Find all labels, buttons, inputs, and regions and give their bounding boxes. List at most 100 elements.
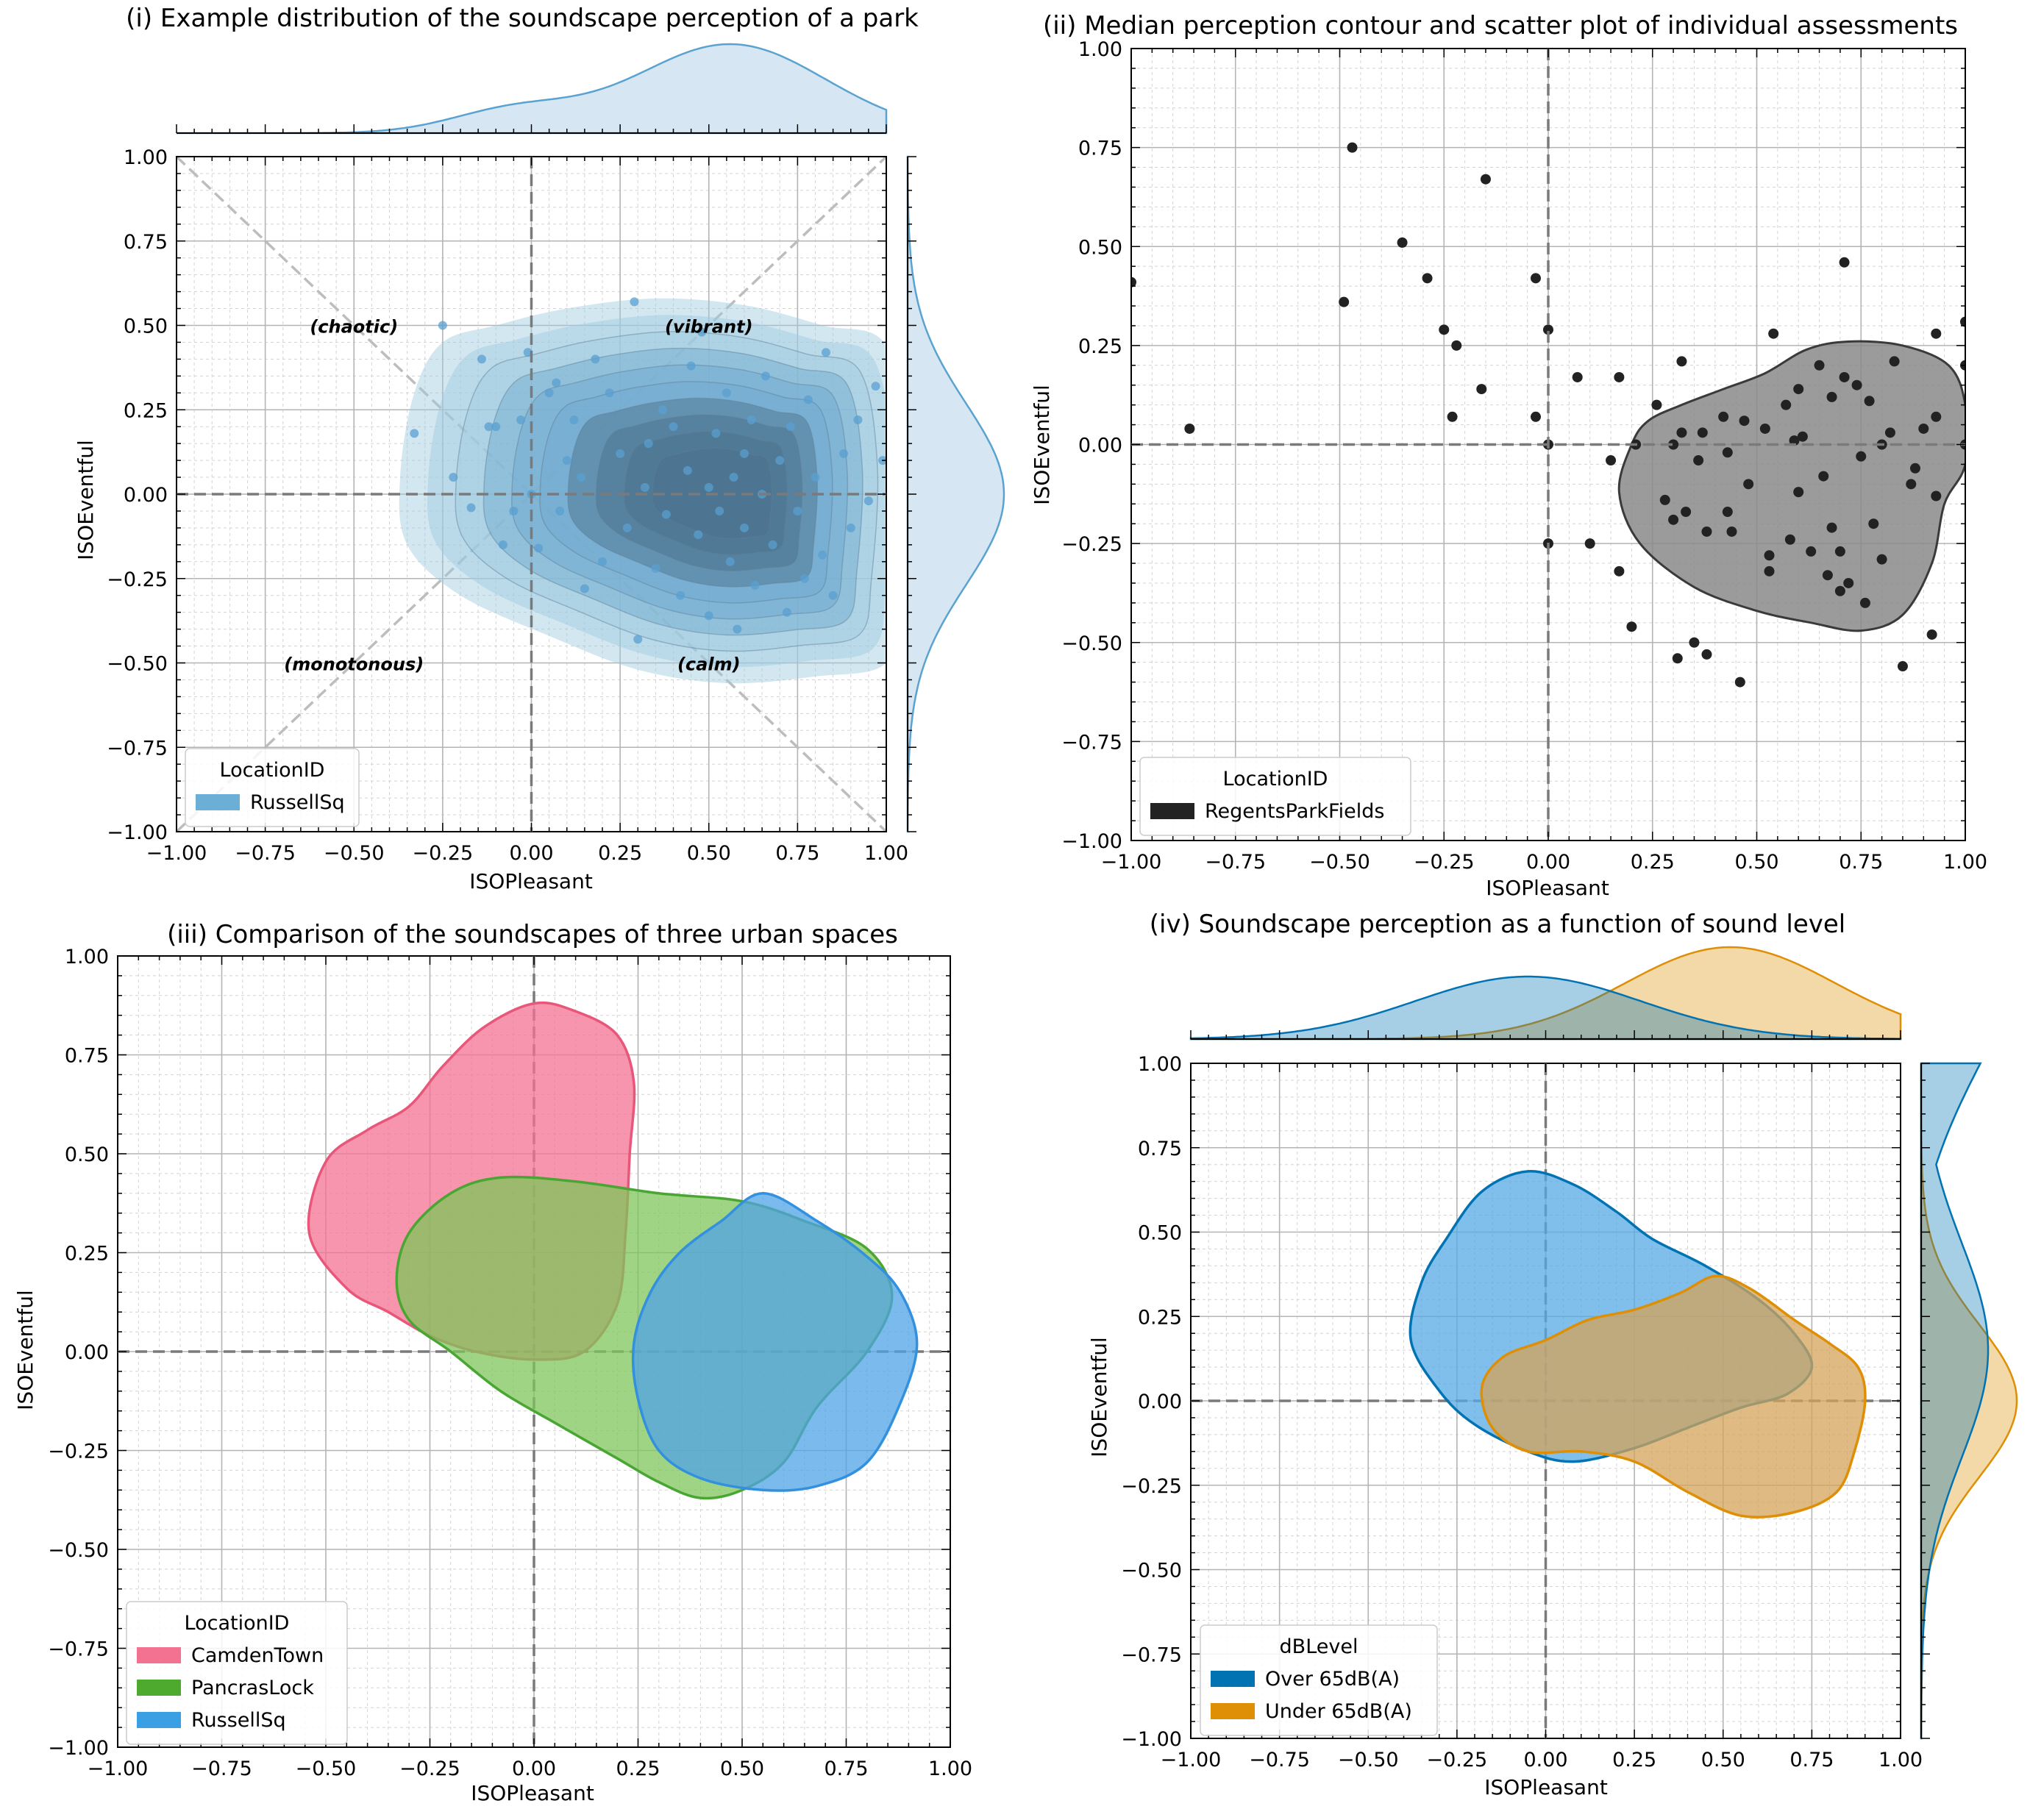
- plot-area: −1.00 −0.75 −0.50 −0.25 0.00 0.25 0.50 0.75 1.00…: [1121, 1053, 1923, 1771]
- x-tick-label: 0.25: [1612, 1749, 1656, 1771]
- data-point: [1960, 316, 1965, 327]
- data-point: [1722, 447, 1733, 458]
- data-point: [1826, 391, 1837, 402]
- legend-swatch: [1150, 803, 1194, 819]
- data-point: [630, 297, 639, 307]
- data-point: [782, 607, 791, 617]
- y-tick-label: 0.75: [65, 1045, 109, 1068]
- data-point: [1651, 399, 1662, 410]
- diagonal-line: [177, 157, 886, 832]
- density-level: [595, 414, 803, 571]
- x-tick-label: −1.00: [1101, 851, 1162, 874]
- chart-title: (ii) Median perception contour and scatt…: [1043, 11, 1958, 40]
- x-tick-label: 0.75: [775, 842, 819, 865]
- y-tick-label: −0.75: [48, 1638, 109, 1661]
- data-point: [1668, 514, 1679, 525]
- quadrant-label: (vibrant): [665, 317, 753, 338]
- data-point: [1681, 507, 1692, 518]
- data-point: [1806, 546, 1817, 557]
- y-tick-label: −1.00: [107, 821, 168, 844]
- y-tick-label: 0.25: [124, 399, 168, 422]
- x-tick-label: 0.50: [687, 842, 731, 865]
- legend-box: [126, 1601, 348, 1745]
- x-axis-label: ISOPleasant: [471, 1781, 594, 1805]
- x-tick-label: 1.00: [1878, 1749, 1923, 1771]
- x-tick-label: 0.25: [616, 1757, 660, 1780]
- x-tick-label: 0.25: [598, 842, 642, 865]
- data-point: [516, 415, 526, 425]
- y-tick-label: 1.00: [124, 146, 168, 169]
- x-tick-label: −0.25: [413, 842, 474, 865]
- data-point: [552, 378, 561, 388]
- contour-Under 65dB(A): [1480, 1274, 1867, 1519]
- data-point: [676, 590, 685, 600]
- marginal-x-kde: [1189, 946, 1902, 1041]
- data-point: [1793, 487, 1804, 498]
- density-level: [539, 381, 833, 604]
- data-point: [871, 382, 880, 391]
- chart-title: (iii) Comparison of the soundscapes of t…: [167, 920, 898, 949]
- x-tick-label: −0.75: [191, 1757, 252, 1780]
- y-axis-label: ISOEventful: [13, 1290, 38, 1410]
- data-point: [1397, 237, 1408, 248]
- data-point: [1926, 629, 1937, 640]
- y-tick-label: 0.25: [1138, 1306, 1182, 1329]
- data-point: [750, 580, 760, 590]
- y-tick-label: −0.75: [1121, 1644, 1182, 1666]
- data-point: [1676, 427, 1687, 438]
- data-point: [1697, 427, 1708, 438]
- y-tick-label: 0.00: [124, 484, 168, 507]
- data-point: [1543, 324, 1553, 335]
- data-point: [722, 388, 731, 398]
- y-tick-label: −1.00: [1061, 830, 1122, 853]
- data-point: [839, 449, 849, 458]
- plot-area: −1.00 −0.75 −0.50 −0.25 0.00 0.25 0.50 0.75 1.00…: [48, 946, 972, 1780]
- x-tick-label: 0.00: [509, 842, 553, 865]
- data-point: [658, 405, 668, 415]
- data-point: [1476, 384, 1487, 395]
- x-tick-label: 0.50: [1701, 1749, 1745, 1771]
- y-axis-label: ISOEventful: [1030, 385, 1054, 505]
- data-point: [644, 439, 653, 449]
- x-tick-label: 0.25: [1631, 851, 1675, 874]
- data-point: [1834, 546, 1845, 557]
- x-axis-label: ISOPleasant: [1484, 1775, 1608, 1799]
- density-level: [427, 315, 886, 668]
- data-point: [1789, 435, 1800, 446]
- legend-title: dBLevel: [1280, 1635, 1358, 1658]
- data-point: [1839, 371, 1850, 382]
- x-tick-label: 1.00: [928, 1757, 972, 1780]
- marginal-y-kde: [906, 155, 1005, 833]
- y-tick-label: 0.00: [1138, 1391, 1182, 1413]
- data-point: [1859, 597, 1870, 608]
- density-level: [567, 397, 818, 588]
- data-point: [1864, 396, 1875, 407]
- data-point: [410, 429, 419, 438]
- data-point: [605, 388, 614, 398]
- legend-label: RussellSq: [191, 1709, 286, 1732]
- data-point: [449, 473, 458, 482]
- data-point: [577, 473, 586, 482]
- legend-swatch: [137, 1712, 181, 1728]
- x-tick-label: 0.75: [1789, 1749, 1834, 1771]
- y-tick-label: −0.50: [48, 1539, 109, 1562]
- x-tick-label: −1.00: [88, 1757, 149, 1780]
- data-point: [1759, 423, 1770, 434]
- data-point: [1614, 371, 1625, 382]
- data-point: [1826, 522, 1837, 533]
- legend-swatch: [137, 1647, 181, 1663]
- contour-layer: [1131, 142, 1965, 688]
- x-tick-label: −0.25: [399, 1757, 460, 1780]
- data-point: [1764, 565, 1775, 577]
- data-point: [768, 540, 777, 549]
- data-point: [1672, 653, 1683, 664]
- x-tick-label: 0.75: [824, 1757, 868, 1780]
- data-point: [1768, 328, 1779, 339]
- legend-title: LocationID: [220, 759, 325, 782]
- marginal-y-curve: [906, 155, 1005, 833]
- legend-label: Under 65dB(A): [1265, 1700, 1412, 1723]
- y-tick-label: −0.75: [1061, 731, 1122, 754]
- legend-swatch: [196, 794, 240, 810]
- panel-i: (i) Example distribution of the soundsca…: [74, 4, 1005, 893]
- x-tick-label: 1.00: [864, 842, 908, 865]
